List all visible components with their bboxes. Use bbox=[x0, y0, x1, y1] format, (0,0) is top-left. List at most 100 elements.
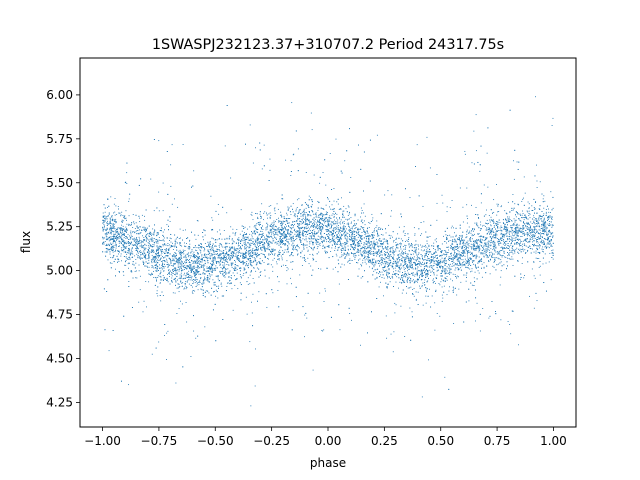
data-point bbox=[449, 263, 451, 265]
data-point bbox=[202, 266, 204, 268]
data-point bbox=[280, 229, 282, 230]
data-point bbox=[278, 259, 280, 261]
data-point bbox=[386, 240, 387, 242]
data-point bbox=[507, 257, 508, 259]
data-point bbox=[255, 252, 256, 254]
data-point bbox=[460, 267, 462, 269]
data-point bbox=[138, 243, 140, 245]
data-point bbox=[507, 219, 509, 221]
data-point bbox=[326, 241, 328, 243]
data-point bbox=[536, 245, 538, 247]
data-point bbox=[444, 260, 446, 262]
data-point bbox=[270, 235, 272, 237]
data-point bbox=[469, 268, 471, 270]
data-point bbox=[415, 243, 417, 245]
data-point bbox=[164, 265, 166, 267]
data-point bbox=[151, 267, 153, 269]
data-point bbox=[137, 252, 139, 254]
data-point bbox=[232, 246, 233, 248]
data-point bbox=[329, 153, 331, 155]
data-point bbox=[385, 262, 387, 264]
data-point bbox=[175, 270, 177, 272]
data-point bbox=[137, 232, 139, 234]
data-point bbox=[511, 237, 513, 239]
data-point bbox=[215, 261, 217, 262]
data-point bbox=[239, 282, 241, 284]
data-point bbox=[215, 269, 217, 271]
data-point bbox=[452, 243, 454, 245]
data-point bbox=[166, 264, 168, 265]
data-point bbox=[480, 202, 482, 204]
data-point bbox=[548, 231, 550, 232]
data-point bbox=[205, 279, 207, 281]
data-point bbox=[457, 257, 459, 259]
data-point bbox=[341, 197, 342, 199]
data-point bbox=[421, 284, 423, 286]
data-point bbox=[338, 239, 340, 241]
data-point bbox=[143, 254, 145, 256]
data-point bbox=[364, 231, 366, 233]
data-point bbox=[383, 277, 385, 279]
data-point bbox=[269, 225, 271, 227]
data-point bbox=[304, 214, 306, 216]
data-point bbox=[489, 229, 491, 231]
data-point bbox=[407, 278, 409, 280]
data-point bbox=[120, 247, 122, 249]
data-point bbox=[155, 265, 157, 267]
data-point bbox=[213, 238, 214, 240]
data-point bbox=[531, 230, 533, 232]
data-point bbox=[531, 210, 533, 211]
data-point bbox=[327, 236, 328, 237]
data-point bbox=[481, 276, 483, 278]
data-point bbox=[469, 240, 471, 242]
data-point bbox=[331, 222, 333, 224]
data-point bbox=[512, 253, 514, 255]
data-point bbox=[403, 267, 405, 269]
data-point bbox=[275, 261, 277, 263]
data-point bbox=[500, 259, 502, 261]
data-point bbox=[169, 244, 171, 246]
data-point bbox=[321, 240, 323, 242]
data-point bbox=[206, 271, 208, 273]
data-point bbox=[378, 250, 380, 252]
data-point bbox=[350, 227, 352, 229]
data-point bbox=[410, 286, 412, 288]
data-point bbox=[196, 284, 198, 286]
data-point bbox=[111, 250, 113, 251]
data-point bbox=[343, 228, 345, 230]
data-point bbox=[370, 262, 372, 264]
data-point bbox=[195, 266, 197, 268]
data-point bbox=[347, 248, 349, 250]
data-point bbox=[379, 251, 381, 253]
data-point bbox=[402, 246, 404, 247]
data-point bbox=[175, 272, 177, 274]
data-point bbox=[122, 238, 124, 240]
data-point bbox=[382, 238, 384, 240]
data-point bbox=[506, 238, 508, 240]
data-point bbox=[391, 276, 393, 278]
data-point bbox=[483, 251, 485, 253]
data-point bbox=[354, 215, 356, 217]
data-point bbox=[180, 265, 182, 267]
data-point bbox=[174, 244, 176, 246]
data-point bbox=[427, 256, 428, 257]
data-point bbox=[478, 218, 480, 219]
data-point bbox=[539, 253, 541, 255]
data-point bbox=[485, 242, 487, 244]
data-point bbox=[128, 384, 130, 386]
data-point bbox=[254, 259, 256, 261]
data-point bbox=[415, 291, 417, 293]
data-point bbox=[368, 246, 370, 248]
data-point bbox=[545, 262, 547, 264]
data-point bbox=[141, 214, 143, 216]
data-point bbox=[313, 220, 315, 222]
data-point bbox=[393, 271, 394, 273]
data-point bbox=[313, 222, 315, 224]
data-point bbox=[206, 260, 208, 262]
data-point bbox=[314, 213, 316, 215]
data-point bbox=[270, 264, 272, 266]
data-point bbox=[498, 211, 500, 212]
data-point bbox=[483, 255, 485, 257]
data-point bbox=[328, 225, 330, 227]
data-point bbox=[180, 281, 182, 283]
